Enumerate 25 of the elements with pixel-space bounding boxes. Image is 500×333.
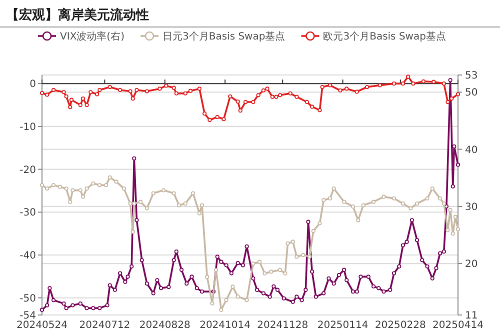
x-tick-label: 20250114 [317, 320, 368, 331]
y-tick-label: -10 [20, 122, 36, 133]
y2-tick-label: 50 [465, 88, 478, 99]
y-tick-label: -20 [20, 164, 36, 176]
x-tick-label: 20241014 [200, 320, 250, 331]
chart-title: 【宏观】离岸美元流动性 [6, 7, 149, 23]
x-tick-label: 20250414 [432, 320, 484, 331]
y2-tick-label: 11 [465, 310, 478, 322]
y-tick-label: -40 [20, 250, 36, 262]
x-tick-label: 20241128 [257, 320, 308, 331]
x-tick-label: 20240712 [79, 320, 130, 331]
y2-tick-label: 30 [465, 202, 478, 213]
y-tick-label: -50 [20, 293, 36, 304]
x-tick-label: 20240524 [16, 320, 68, 331]
y2-tick-label: 20 [465, 259, 478, 270]
x-tick-label: 20250228 [374, 320, 426, 331]
legend-label: VIX波动率(右) [60, 30, 125, 42]
y2-tick-label: 53 [465, 70, 478, 82]
legend-label: 欧元3个月Basis Swap基点 [323, 30, 446, 42]
x-tick-label: 20240828 [139, 320, 190, 331]
y-tick-label: -54 [20, 310, 36, 322]
legend-label: 日元3个月Basis Swap基点 [162, 30, 286, 42]
y2-tick-label: 40 [465, 144, 478, 156]
y-tick-label: -30 [20, 208, 36, 219]
y-tick-label: 0 [30, 79, 36, 90]
